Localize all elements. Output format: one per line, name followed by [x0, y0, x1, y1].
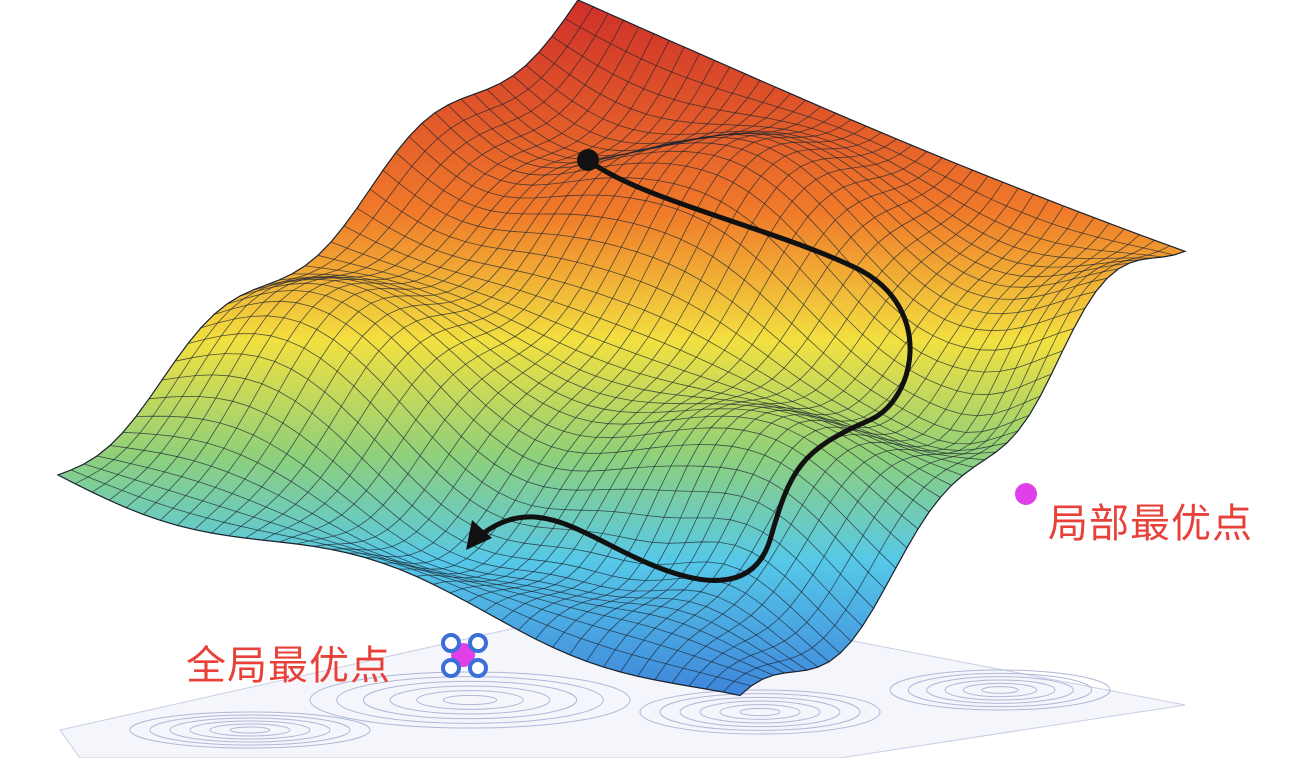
mesh-line	[200, 315, 863, 627]
contour-line	[229, 726, 271, 734]
contour-floor-plane	[59, 599, 1186, 759]
mesh-line	[552, 187, 1019, 648]
mesh-line	[467, 157, 943, 603]
mesh-line	[278, 276, 930, 513]
mesh-line	[109, 445, 785, 674]
contour-line	[442, 694, 498, 706]
mesh-line	[57, 474, 741, 696]
contour-line	[416, 690, 524, 710]
selection-handle-icon	[468, 658, 488, 678]
mesh-line	[148, 395, 819, 668]
contour-line	[129, 711, 371, 749]
contour-line	[889, 669, 1111, 711]
loss-surface-mesh	[56, 0, 1187, 697]
mesh-line	[174, 353, 841, 654]
contour-line	[719, 704, 801, 720]
contour-line	[169, 717, 331, 743]
mesh-line	[96, 455, 774, 676]
mesh-line	[433, 144, 913, 585]
mesh-line	[265, 277, 919, 530]
mesh-line	[518, 175, 989, 631]
contour-line	[189, 720, 311, 740]
mesh-line	[637, 217, 1095, 677]
contour-line	[389, 685, 551, 715]
selection-handle-icon	[468, 633, 488, 653]
mesh-line	[213, 300, 874, 609]
mesh-line	[569, 193, 1034, 655]
contour-line	[962, 682, 1038, 698]
mesh-line	[291, 273, 941, 498]
mesh-line	[603, 205, 1064, 668]
mesh-line	[739, 251, 1186, 696]
mesh-line	[671, 228, 1125, 684]
mesh-line	[416, 138, 897, 579]
contour-line	[659, 693, 861, 731]
mesh-line	[654, 223, 1110, 681]
contour-line	[981, 686, 1019, 694]
contour-line	[926, 676, 1074, 704]
mesh-line	[252, 278, 908, 549]
contour-line	[739, 707, 781, 717]
mesh-line	[535, 181, 1004, 640]
mesh-line	[122, 431, 796, 673]
contour-line	[944, 679, 1056, 701]
local-optimum-marker-icon	[1015, 483, 1037, 505]
selection-handle-icon	[441, 633, 461, 653]
mesh-line	[239, 282, 897, 569]
mesh-line	[83, 463, 763, 680]
mesh-line	[688, 234, 1140, 687]
mesh-line	[449, 151, 928, 594]
mesh-line	[70, 469, 752, 687]
contour-line	[679, 696, 841, 728]
start-point-icon	[577, 149, 599, 171]
contour-line	[336, 676, 604, 724]
mesh-line	[501, 169, 973, 622]
contour-lines	[129, 669, 1111, 749]
global-optimum-label: 全局最优点	[186, 643, 391, 689]
global-optimum-marker-icon	[441, 633, 488, 678]
mesh-line	[187, 333, 852, 642]
mesh-line	[226, 289, 885, 589]
mesh-line	[722, 245, 1170, 693]
contour-line	[362, 680, 578, 720]
contour-line	[699, 700, 821, 724]
gradient-descent-path	[466, 149, 913, 583]
descent-arrow-icon	[466, 520, 492, 550]
contour-line	[149, 714, 351, 746]
surface-grid-lines	[57, 0, 1186, 696]
mesh-line	[586, 199, 1049, 662]
mesh-line	[317, 254, 963, 476]
mesh-line	[484, 163, 958, 612]
contour-line	[907, 672, 1093, 708]
mesh-line	[705, 239, 1155, 690]
selection-handle-icon	[441, 658, 461, 678]
mesh-line	[135, 415, 808, 671]
contour-line	[639, 689, 881, 735]
descent-path-line	[472, 157, 913, 583]
contour-line	[209, 723, 291, 737]
local-optimum-label: 局部最优点	[1048, 501, 1253, 547]
